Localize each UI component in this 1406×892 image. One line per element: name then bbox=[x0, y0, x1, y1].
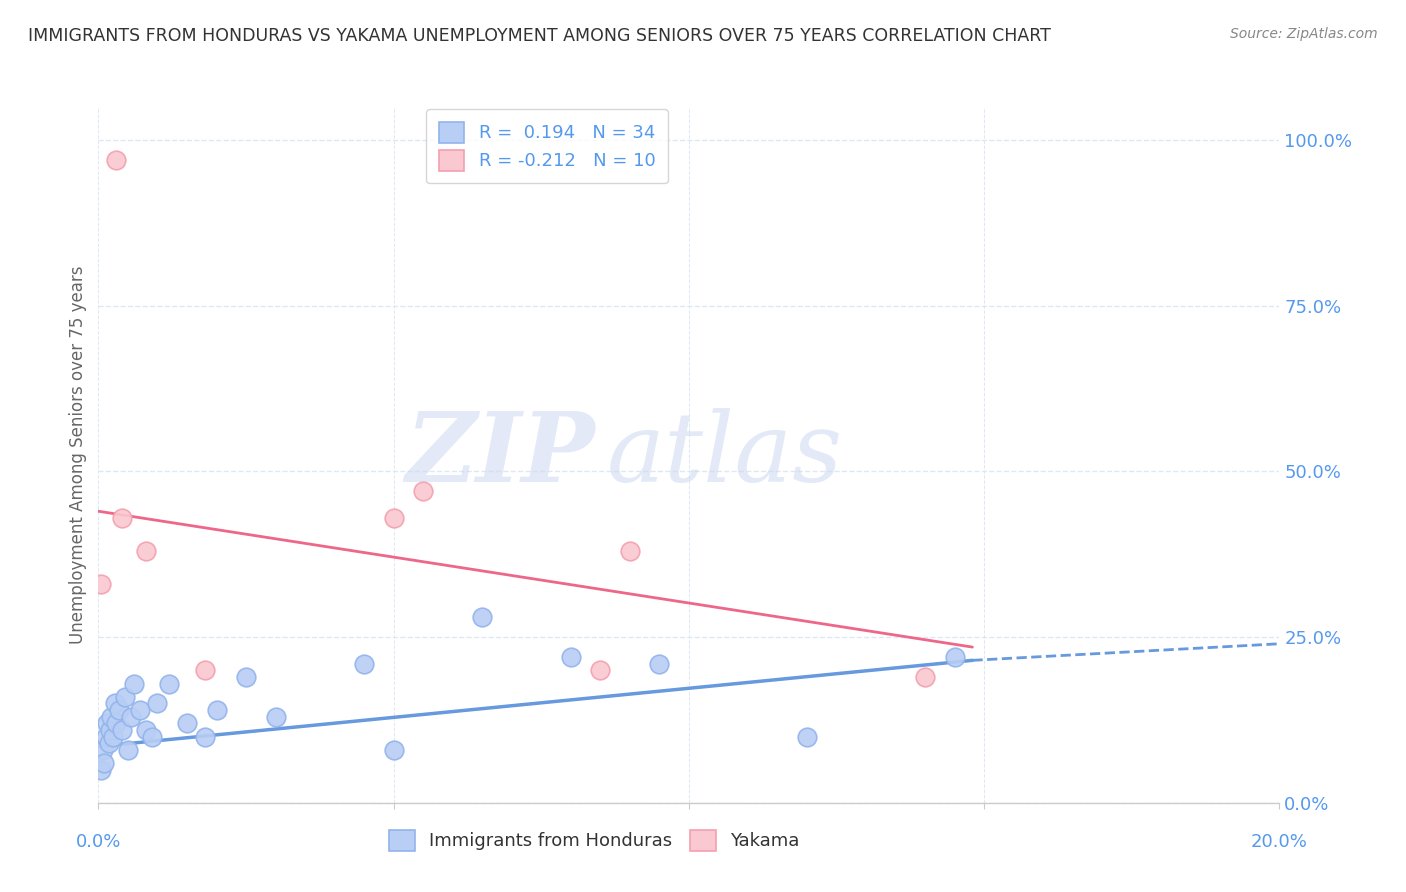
Point bbox=[353, 657, 375, 671]
Legend: Immigrants from Honduras, Yakama: Immigrants from Honduras, Yakama bbox=[377, 817, 813, 863]
Point bbox=[100, 709, 122, 723]
Point bbox=[94, 730, 117, 744]
Point bbox=[382, 743, 405, 757]
Point bbox=[914, 670, 936, 684]
Text: 0.0%: 0.0% bbox=[76, 833, 121, 851]
Point bbox=[589, 663, 612, 677]
Point bbox=[122, 676, 145, 690]
Point bbox=[943, 650, 966, 665]
Point bbox=[103, 730, 125, 744]
Point bbox=[264, 709, 287, 723]
Point bbox=[128, 703, 150, 717]
Point bbox=[98, 723, 121, 737]
Text: atlas: atlas bbox=[606, 408, 842, 502]
Point bbox=[560, 650, 582, 665]
Point bbox=[796, 730, 818, 744]
Point bbox=[90, 577, 112, 591]
Point bbox=[412, 484, 434, 499]
Text: IMMIGRANTS FROM HONDURAS VS YAKAMA UNEMPLOYMENT AMONG SENIORS OVER 75 YEARS CORR: IMMIGRANTS FROM HONDURAS VS YAKAMA UNEMP… bbox=[28, 27, 1052, 45]
Point bbox=[648, 657, 671, 671]
Point bbox=[120, 709, 142, 723]
Point bbox=[205, 703, 228, 717]
Point bbox=[105, 716, 128, 731]
Point bbox=[176, 716, 198, 731]
Text: ZIP: ZIP bbox=[405, 408, 595, 502]
Point bbox=[471, 610, 494, 624]
Point bbox=[135, 544, 157, 558]
Text: 20.0%: 20.0% bbox=[1251, 833, 1308, 851]
Point bbox=[194, 663, 217, 677]
Point bbox=[111, 511, 134, 525]
Point bbox=[104, 697, 127, 711]
Text: Source: ZipAtlas.com: Source: ZipAtlas.com bbox=[1230, 27, 1378, 41]
Point bbox=[117, 743, 139, 757]
Y-axis label: Unemployment Among Seniors over 75 years: Unemployment Among Seniors over 75 years bbox=[69, 266, 87, 644]
Point bbox=[619, 544, 641, 558]
Point bbox=[235, 670, 257, 684]
Point bbox=[96, 716, 118, 731]
Point bbox=[91, 743, 114, 757]
Point bbox=[90, 763, 112, 777]
Point bbox=[141, 730, 163, 744]
Point bbox=[194, 730, 217, 744]
Point bbox=[135, 723, 157, 737]
Point bbox=[108, 703, 131, 717]
Point bbox=[105, 153, 128, 167]
Point bbox=[114, 690, 136, 704]
Point bbox=[93, 756, 115, 770]
Point bbox=[98, 736, 121, 750]
Point bbox=[157, 676, 180, 690]
Point bbox=[111, 723, 134, 737]
Point bbox=[382, 511, 405, 525]
Point bbox=[146, 697, 169, 711]
